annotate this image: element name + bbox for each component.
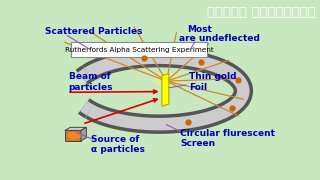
- Text: Rutherfords Alpha Scattering Experiment: Rutherfords Alpha Scattering Experiment: [65, 47, 213, 53]
- Text: Scattered Particles: Scattered Particles: [45, 27, 142, 36]
- Polygon shape: [162, 74, 169, 106]
- Text: ಬನ್ನಿ ತಿಳಿಯಿರಿ: ಬನ್ನಿ ತಿಳಿಯಿರಿ: [207, 6, 316, 19]
- Text: Circular flurescent
Screen: Circular flurescent Screen: [180, 129, 275, 148]
- Text: are undeflected: are undeflected: [179, 34, 260, 43]
- Polygon shape: [65, 130, 81, 141]
- Text: Thin gold
Foil: Thin gold Foil: [189, 72, 236, 92]
- Polygon shape: [81, 127, 86, 141]
- Circle shape: [153, 72, 180, 87]
- Text: Most: Most: [188, 25, 212, 34]
- Text: Source of
α particles: Source of α particles: [91, 135, 145, 154]
- Circle shape: [67, 132, 81, 140]
- Text: Beam of
particles: Beam of particles: [68, 72, 113, 92]
- Polygon shape: [65, 127, 86, 130]
- FancyBboxPatch shape: [71, 42, 207, 57]
